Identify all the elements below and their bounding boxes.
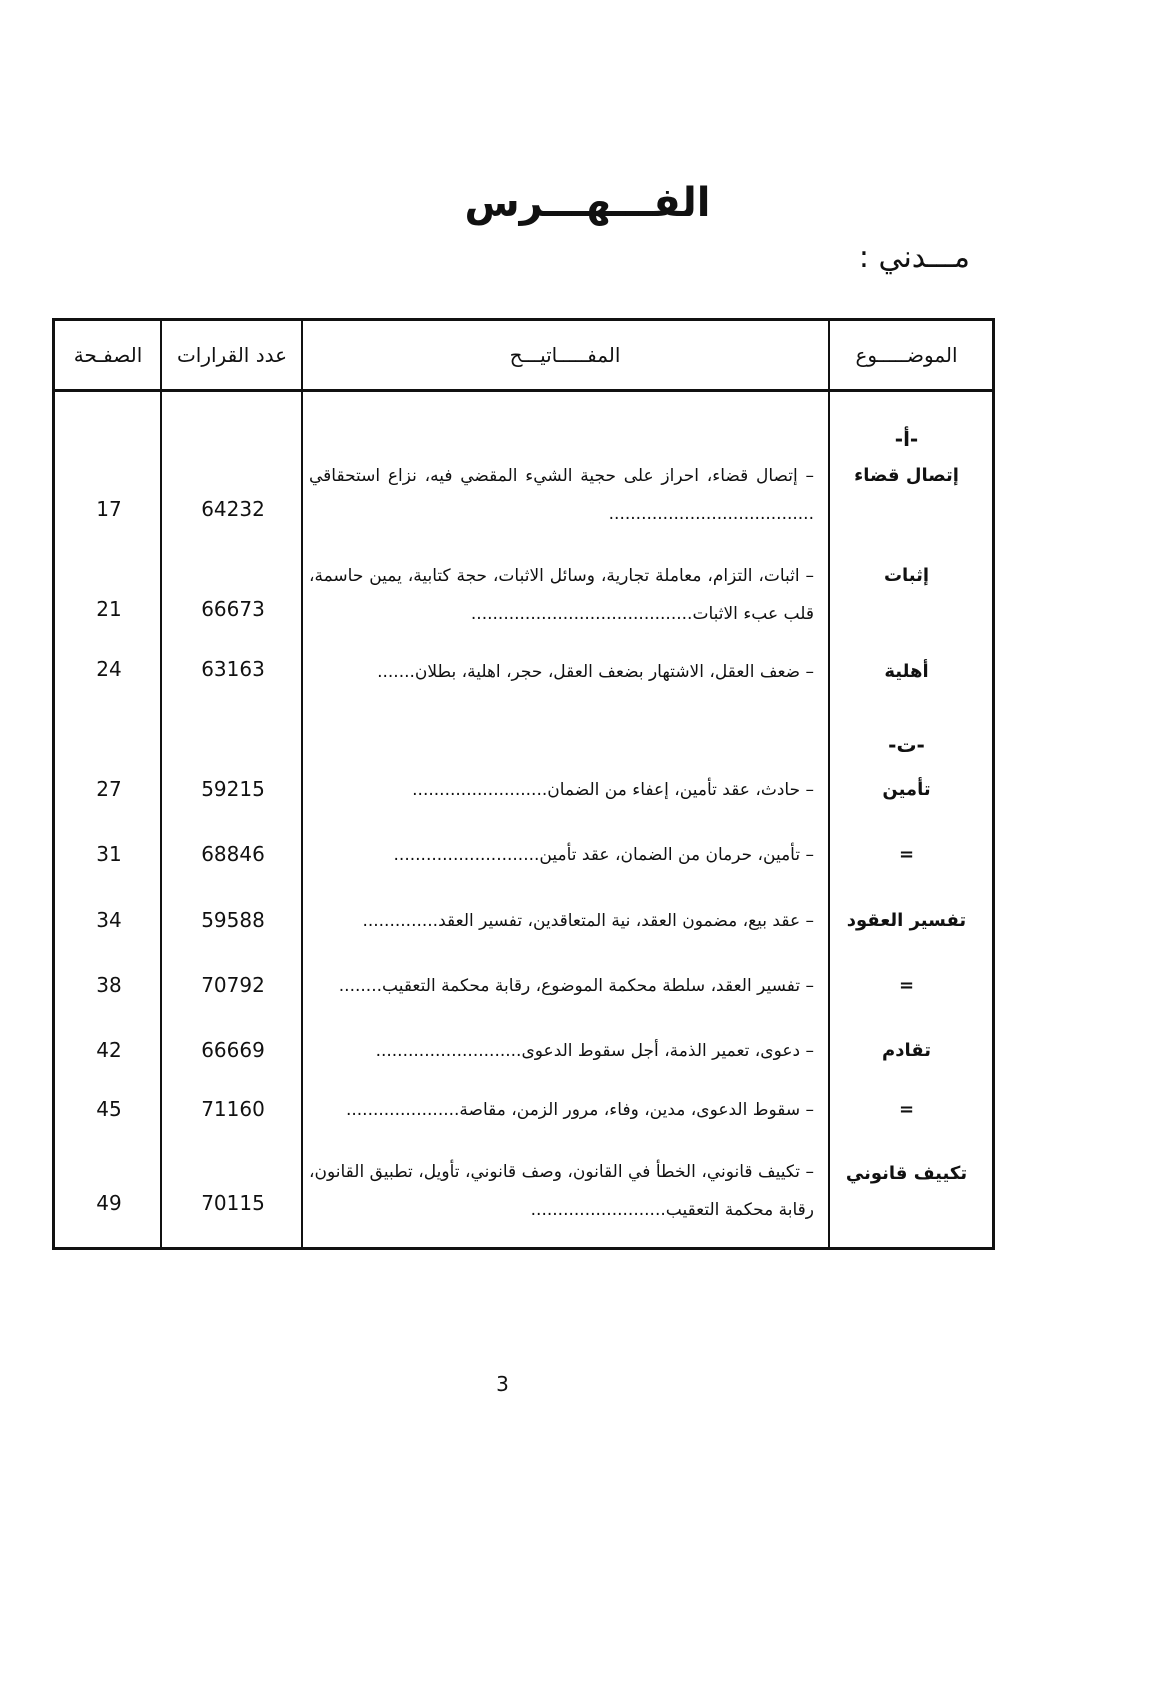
row-topic: تكييف قانوني — [845, 1163, 968, 1184]
group-letter: -ت- — [888, 733, 925, 757]
row-keywords: – تأمين، حرمان من الضمان، عقد تأمين.....… — [393, 845, 814, 865]
header-count: عدد القرارات — [176, 343, 288, 367]
header-keywords: المفـــــاتيـــح — [509, 343, 621, 367]
row-topic: إثبات — [883, 565, 930, 586]
row-count: 70792 — [201, 973, 265, 997]
row-keywords: – سقوط الدعوى، مدين، وفاء، مرور الزمن، م… — [345, 1100, 814, 1120]
header-topic: الموضـــــوع — [855, 343, 958, 367]
row-page: 17 — [96, 497, 122, 521]
row-count: 66669 — [201, 1038, 265, 1062]
row-keywords: – اثبات، التزام، معاملة تجارية، وسائل ال… — [309, 566, 814, 624]
column-divider — [160, 321, 162, 1247]
row-page: 42 — [96, 1038, 122, 1062]
row-page: 38 — [96, 973, 122, 997]
group-letter: -أ- — [894, 427, 919, 451]
row-keywords: – ضعف العقل، الاشتهار بضعف العقل، حجر، ا… — [377, 662, 814, 682]
row-count: 59215 — [201, 777, 265, 801]
row-topic: تفسير العقود — [846, 910, 967, 931]
row-topic: = — [898, 975, 915, 996]
row-keywords: – دعوى، تعمير الذمة، أجل سقوط الدعوى....… — [375, 1041, 814, 1061]
row-page: 21 — [96, 597, 122, 621]
row-count: 66673 — [201, 597, 265, 621]
row-keywords: – تفسير العقد، سلطة محكمة الموضوع، رقابة… — [338, 976, 814, 996]
row-count: 64232 — [201, 497, 265, 521]
row-keywords: – عقد بيع، مضمون العقد، نية المتعاقدين، … — [362, 911, 814, 931]
row-topic: تأمين — [882, 779, 931, 800]
row-keywords: – حادث، عقد تأمين، إعفاء من الضمان......… — [412, 780, 814, 800]
row-page: 49 — [96, 1191, 122, 1215]
row-page: 34 — [96, 908, 122, 932]
header-page: الصفـحة — [73, 343, 143, 367]
row-page: 31 — [96, 842, 122, 866]
row-topic: = — [898, 844, 915, 865]
header-divider — [55, 389, 992, 392]
row-count: 70115 — [201, 1191, 265, 1215]
column-divider — [828, 321, 830, 1247]
row-topic: تقادم — [882, 1040, 931, 1061]
row-page: 27 — [96, 777, 122, 801]
page-number: 3 — [496, 1372, 509, 1396]
row-keywords: – تكييف قانوني، الخطأ في القانون، وصف قا… — [309, 1162, 814, 1220]
row-page: 45 — [96, 1097, 122, 1121]
row-topic: = — [898, 1099, 915, 1120]
row-keywords: – إتصال قضاء، احراز على حجية الشيء المقض… — [309, 466, 814, 524]
row-count: 68846 — [201, 842, 265, 866]
page-title: الفـــهـــرس — [464, 180, 711, 226]
row-count: 63163 — [201, 657, 265, 681]
index-table: الموضـــــوع المفـــــاتيـــح عدد القرار… — [52, 318, 995, 1250]
row-topic: أهلية — [884, 661, 929, 682]
row-topic: إتصال قضاء — [854, 465, 959, 486]
row-page: 24 — [96, 657, 122, 681]
row-count: 59588 — [201, 908, 265, 932]
row-count: 71160 — [201, 1097, 265, 1121]
section-heading: مـــدني : — [858, 240, 970, 275]
column-divider — [301, 321, 303, 1247]
